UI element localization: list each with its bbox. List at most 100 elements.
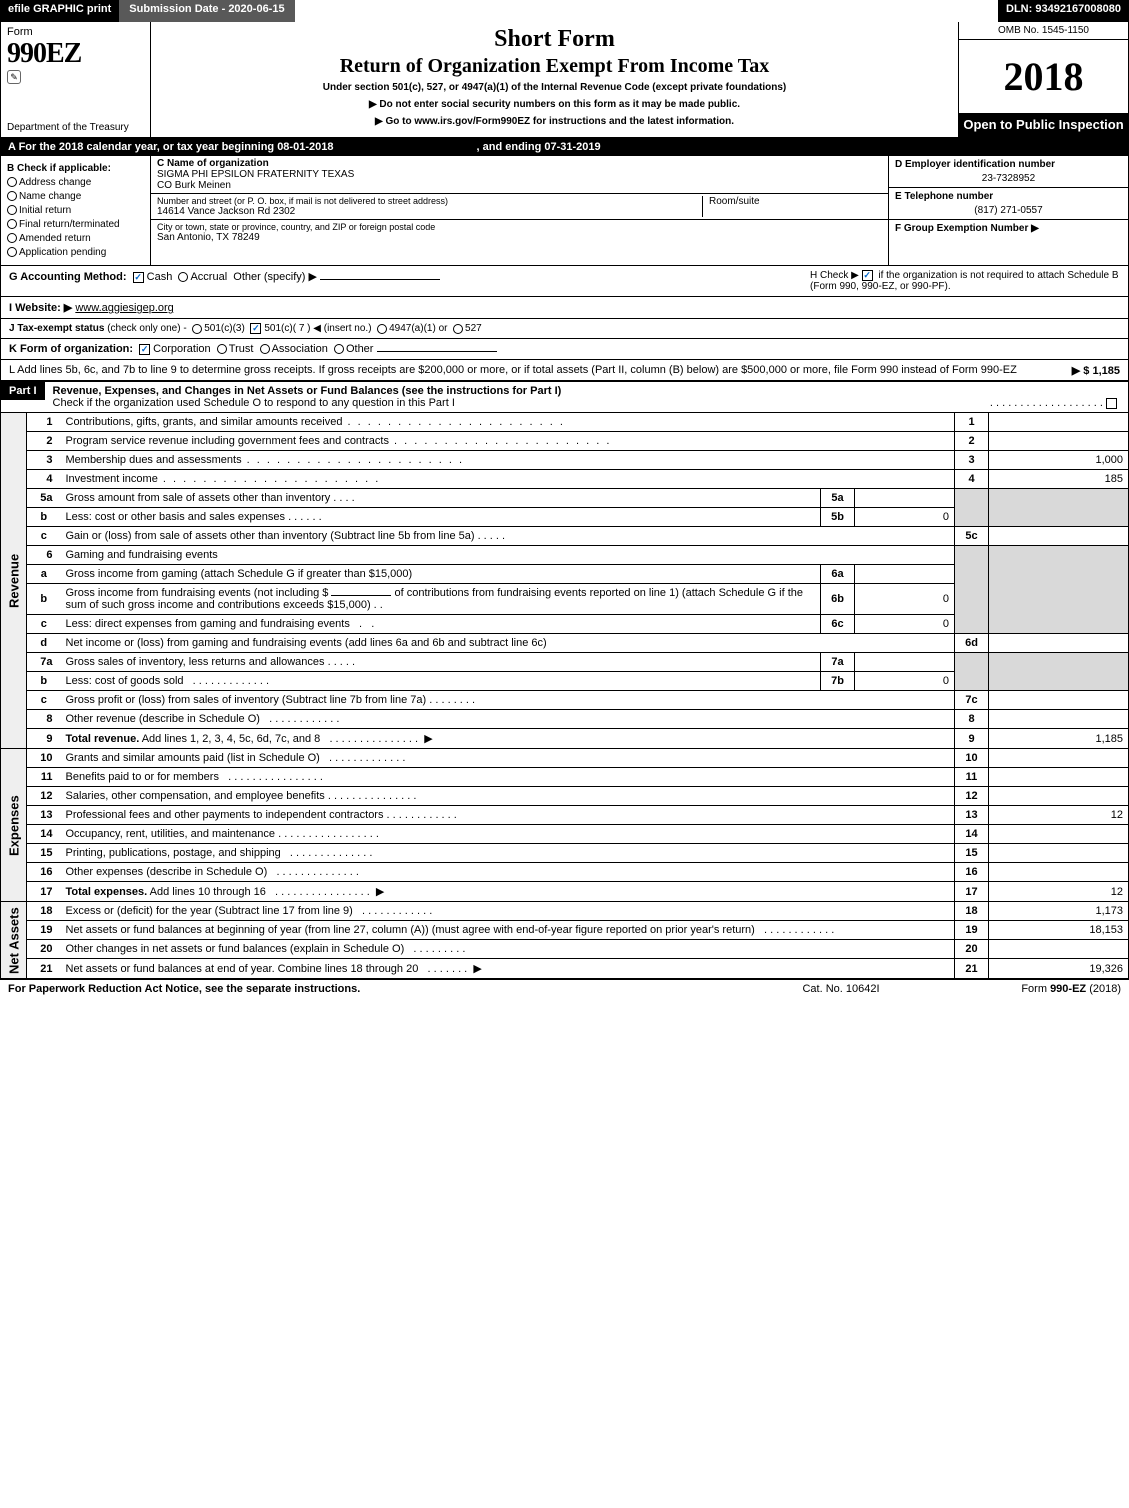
period-begin: A For the 2018 calendar year, or tax yea… xyxy=(8,141,333,153)
org-name-label: C Name of organization xyxy=(157,158,882,169)
opt-4947[interactable] xyxy=(377,324,387,334)
check-name-change[interactable]: Name change xyxy=(7,191,144,202)
check-cash[interactable] xyxy=(133,272,144,283)
tax-period-bar: A For the 2018 calendar year, or tax yea… xyxy=(0,138,1129,156)
ein-label: D Employer identification number xyxy=(895,159,1122,170)
check-accrual[interactable] xyxy=(178,272,188,282)
org-co: CO Burk Meinen xyxy=(157,180,882,191)
group-exemption-label: F Group Exemption Number ▶ xyxy=(895,223,1122,234)
row-j: J Tax-exempt status (check only one) - 5… xyxy=(0,319,1129,339)
header-center: Short Form Return of Organization Exempt… xyxy=(151,22,958,137)
page-footer: For Paperwork Reduction Act Notice, see … xyxy=(0,979,1129,998)
sidebar-revenue: Revenue xyxy=(1,413,27,749)
street-label: Number and street (or P. O. box, if mail… xyxy=(157,196,702,206)
check-final-return[interactable]: Final return/terminated xyxy=(7,219,144,230)
row-h: H Check ▶ if the organization is not req… xyxy=(800,270,1120,292)
website-value[interactable]: www.aggiesigep.org xyxy=(75,302,173,314)
table-row: 19 Net assets or fund balances at beginn… xyxy=(1,921,1129,940)
opt-association[interactable] xyxy=(260,344,270,354)
table-row: Net Assets 18 Excess or (deficit) for th… xyxy=(1,902,1129,921)
submission-date: Submission Date - 2020-06-15 xyxy=(119,0,294,22)
goto-link[interactable]: ▶ Go to www.irs.gov/Form990EZ for instru… xyxy=(159,116,950,127)
accounting-method-label: G Accounting Method: xyxy=(9,271,127,283)
dept-treasury: Department of the Treasury xyxy=(7,122,144,133)
table-row: 20 Other changes in net assets or fund b… xyxy=(1,940,1129,959)
table-row: 14 Occupancy, rent, utilities, and maint… xyxy=(1,825,1129,844)
opt-corporation[interactable] xyxy=(139,344,150,355)
table-row: c Gross profit or (loss) from sales of i… xyxy=(1,691,1129,710)
main-table: Revenue 1 Contributions, gifts, grants, … xyxy=(0,412,1129,979)
table-row: 13 Professional fees and other payments … xyxy=(1,806,1129,825)
table-row: Expenses 10 Grants and similar amounts p… xyxy=(1,749,1129,768)
row-l: L Add lines 5b, 6c, and 7b to line 9 to … xyxy=(0,360,1129,381)
form-org-label: K Form of organization: xyxy=(9,343,133,355)
other-specify: Other (specify) ▶ xyxy=(233,271,317,283)
opt-trust[interactable] xyxy=(217,344,227,354)
check-application-pending[interactable]: Application pending xyxy=(7,247,144,258)
opt-527[interactable] xyxy=(453,324,463,334)
sidebar-netassets: Net Assets xyxy=(1,902,27,979)
table-row: 2 Program service revenue including gove… xyxy=(1,432,1129,451)
omb-number: OMB No. 1545-1150 xyxy=(959,22,1128,40)
header-left: Form 990EZ ✎ Department of the Treasury xyxy=(1,22,151,137)
table-row: 5a Gross amount from sale of assets othe… xyxy=(1,489,1129,508)
paperwork-notice: For Paperwork Reduction Act Notice, see … xyxy=(8,983,741,995)
part1-check-box[interactable]: . . . . . . . . . . . . . . . . . . . xyxy=(990,397,1120,409)
check-amended-return[interactable]: Amended return xyxy=(7,233,144,244)
form-header: Form 990EZ ✎ Department of the Treasury … xyxy=(0,22,1129,138)
table-row: 3 Membership dues and assessments 3 1,00… xyxy=(1,451,1129,470)
dln-label: DLN: 93492167008080 xyxy=(998,0,1129,22)
row-i: I Website: ▶ www.aggiesigep.org xyxy=(0,297,1129,319)
room-suite-label: Room/suite xyxy=(702,196,882,217)
check-initial-return[interactable]: Initial return xyxy=(7,205,144,216)
part1-label: Part I xyxy=(1,382,45,400)
short-form-title: Short Form xyxy=(159,26,950,53)
city-label: City or town, state or province, country… xyxy=(157,222,882,232)
ein-value: 23-7328952 xyxy=(895,173,1122,184)
subtitle: Under section 501(c), 527, or 4947(a)(1)… xyxy=(159,82,950,93)
section-def: D Employer identification number 23-7328… xyxy=(888,156,1128,265)
table-row: 16 Other expenses (describe in Schedule … xyxy=(1,863,1129,882)
row-k: K Form of organization: Corporation Trus… xyxy=(0,339,1129,360)
part1-title: Revenue, Expenses, and Changes in Net As… xyxy=(53,385,1120,397)
row-l-amount: ▶ $ 1,185 xyxy=(1072,364,1120,377)
help-icon[interactable]: ✎ xyxy=(7,70,21,84)
table-row: 21 Net assets or fund balances at end of… xyxy=(1,959,1129,979)
phone-label: E Telephone number xyxy=(895,191,1122,202)
sidebar-expenses: Expenses xyxy=(1,749,27,902)
catalog-number: Cat. No. 10642I xyxy=(741,983,941,995)
org-name: SIGMA PHI EPSILON FRATERNITY TEXAS xyxy=(157,169,882,180)
table-row: d Net income or (loss) from gaming and f… xyxy=(1,634,1129,653)
check-address-change[interactable]: Address change xyxy=(7,177,144,188)
opt-501c3[interactable] xyxy=(192,324,202,334)
efile-print-label[interactable]: efile GRAPHIC print xyxy=(0,0,119,22)
part1-check-line: Check if the organization used Schedule … xyxy=(53,397,455,409)
opt-other[interactable] xyxy=(334,344,344,354)
info-block: B Check if applicable: Address change Na… xyxy=(0,156,1129,266)
section-c: C Name of organization SIGMA PHI EPSILON… xyxy=(151,156,888,265)
table-row: 7a Gross sales of inventory, less return… xyxy=(1,653,1129,672)
form-ref: Form 990-EZ (2018) xyxy=(941,983,1121,995)
tax-exempt-label: J Tax-exempt status xyxy=(9,323,104,334)
table-row: c Gain or (loss) from sale of assets oth… xyxy=(1,527,1129,546)
section-b: B Check if applicable: Address change Na… xyxy=(1,156,151,265)
table-row: 4 Investment income 4 185 xyxy=(1,470,1129,489)
open-to-public: Open to Public Inspection xyxy=(959,113,1128,137)
tax-year: 2018 xyxy=(959,40,1128,113)
street-value: 14614 Vance Jackson Rd 2302 xyxy=(157,206,702,217)
row-l-text: L Add lines 5b, 6c, and 7b to line 9 to … xyxy=(9,364,1017,376)
row-g-h: G Accounting Method: Cash Accrual Other … xyxy=(0,266,1129,297)
table-row: 8 Other revenue (describe in Schedule O)… xyxy=(1,710,1129,729)
form-number: 990EZ xyxy=(7,38,144,70)
table-row: 9 Total revenue. Total revenue. Add line… xyxy=(1,729,1129,749)
table-row: Revenue 1 Contributions, gifts, grants, … xyxy=(1,413,1129,432)
website-label: I Website: ▶ xyxy=(9,302,72,314)
table-row: 11 Benefits paid to or for members . . .… xyxy=(1,768,1129,787)
phone-value: (817) 271-0557 xyxy=(895,205,1122,216)
return-title: Return of Organization Exempt From Incom… xyxy=(159,55,950,78)
header-right: OMB No. 1545-1150 2018 Open to Public In… xyxy=(958,22,1128,137)
opt-501c7[interactable] xyxy=(250,323,261,334)
table-row: 17 Total expenses. Add lines 10 through … xyxy=(1,882,1129,902)
period-end: , and ending 07-31-2019 xyxy=(477,141,601,153)
check-schedule-b[interactable] xyxy=(862,270,873,281)
